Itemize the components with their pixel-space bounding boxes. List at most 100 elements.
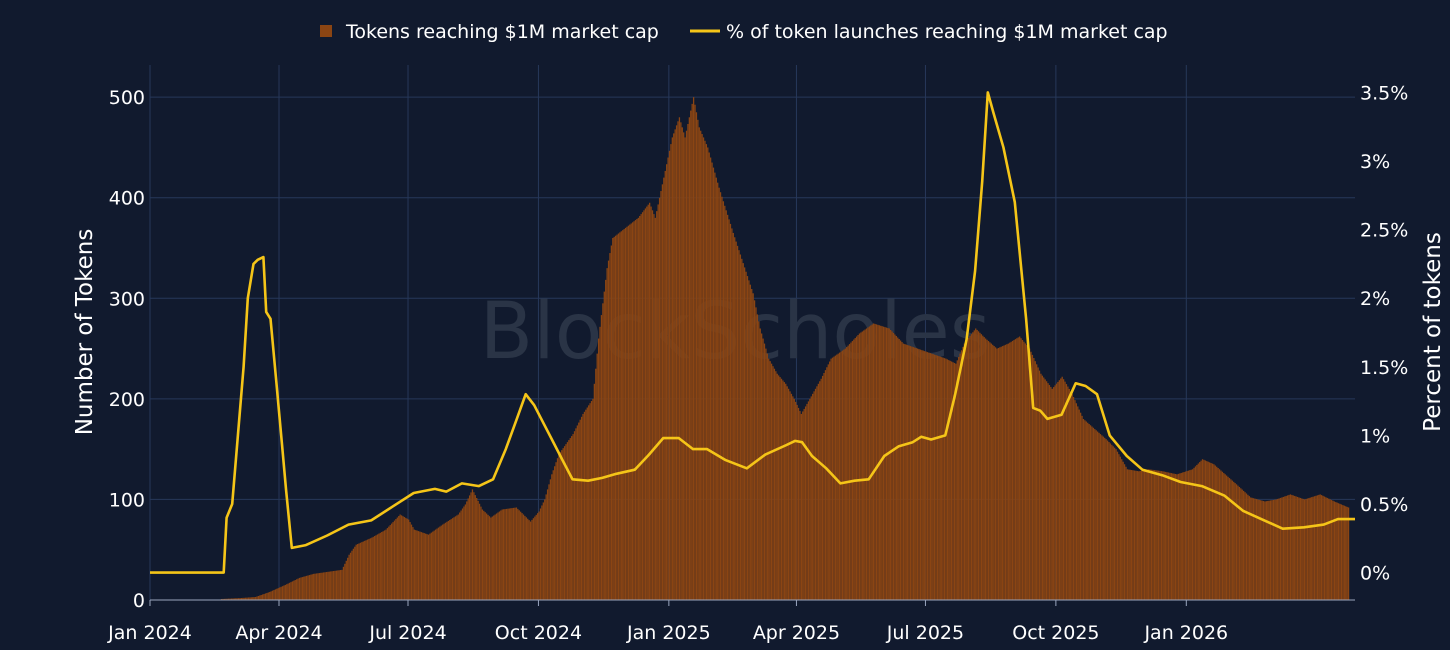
bar [892,333,895,600]
bar [1271,500,1273,600]
bar [1289,494,1292,600]
bar [725,210,727,600]
x-tick-label: Oct 2025 [1012,622,1099,644]
bar [396,517,398,600]
bar [646,206,648,600]
bar [752,293,754,600]
bar [361,542,363,600]
bar [701,134,703,600]
bar [250,597,252,600]
bar [327,571,329,600]
bar [606,268,608,600]
bar [1058,380,1061,600]
bar [372,536,374,600]
bar [534,516,536,600]
bar [1336,502,1338,600]
bar [962,346,964,600]
bar [649,202,651,600]
bar [578,422,580,600]
bar [887,328,889,600]
bar [932,354,934,600]
bar [303,576,305,600]
bar [1138,471,1140,600]
bar [260,594,262,600]
bar [756,314,759,600]
bar [666,164,668,600]
bar [525,517,527,600]
bar [531,519,533,600]
bar [308,575,311,600]
bar [857,335,859,600]
bar [787,388,790,600]
bar [950,361,953,600]
bar [1163,471,1165,600]
bar [912,347,914,600]
bar [451,518,454,600]
bar [1104,437,1106,600]
bar [819,381,821,600]
bar [1245,493,1248,600]
bar [624,227,627,601]
bar [999,347,1001,600]
bar [1193,467,1195,600]
bar [409,522,411,600]
bar [548,484,550,600]
bar [582,413,584,600]
bar [416,530,418,600]
bar [1328,498,1330,600]
bar [382,531,384,600]
bar [485,513,488,600]
bar [559,452,561,600]
bar [403,517,406,600]
bar [1208,462,1211,600]
bar [402,516,404,600]
bar [823,373,825,600]
bar [305,575,308,600]
bar [420,532,423,600]
bar [755,307,757,600]
bar [765,348,767,600]
bar [1231,480,1233,600]
bar [838,352,841,600]
y-right-tick-label: 0.5% [1360,494,1408,516]
bar [928,352,930,600]
bar [1129,469,1131,600]
bar [885,327,888,600]
bar [539,508,542,600]
bar [477,500,479,600]
bar [1265,501,1267,600]
bar [854,338,856,600]
bar [916,348,919,600]
bar [1325,497,1327,600]
bar [770,363,773,600]
bar [287,583,289,600]
bar [1007,343,1009,600]
bar [1152,469,1154,600]
bar [1057,381,1059,600]
bar [511,508,513,600]
bar [1105,439,1107,600]
bar [707,147,709,600]
bar [354,546,356,600]
bar [1213,464,1215,600]
bar [658,197,661,600]
bar [830,358,832,600]
bar [721,196,723,601]
bar [782,380,784,600]
bar [1009,342,1011,600]
bar [776,373,778,600]
bar [263,593,265,600]
x-tick-label: Jan 2026 [1143,622,1228,644]
bar [342,566,345,600]
bar [1051,388,1053,600]
bar [1267,500,1269,600]
bar [612,237,614,601]
bar [931,353,933,600]
bar [1068,388,1070,600]
bar [661,184,664,600]
bar [654,217,656,600]
bar [1176,474,1178,600]
bar [821,375,824,600]
bar [1027,346,1029,600]
bar [1142,470,1144,600]
